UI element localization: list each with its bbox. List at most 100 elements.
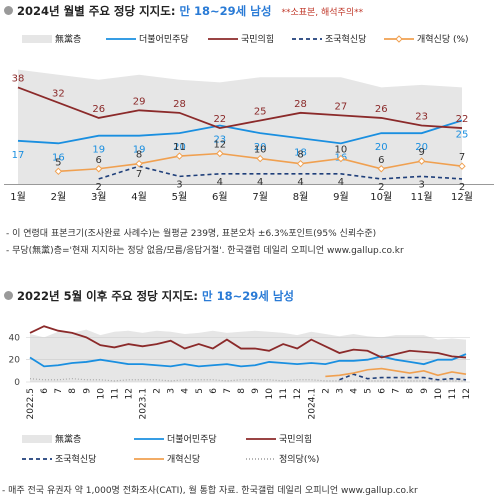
legend-swatch-icon (134, 457, 164, 460)
top-warning: **소표본, 해석주의** (281, 8, 364, 18)
data-label: 4 (217, 177, 223, 188)
x-tick-label: 10월 (370, 191, 392, 203)
x-tick-label: 10 (265, 388, 275, 400)
x-tick-label: 7월 (252, 191, 268, 203)
series-line-개혁신당 (325, 367, 467, 378)
series-line-더불어민주당 (17, 119, 463, 145)
data-label: 22 (456, 114, 469, 125)
bottom-chart-title: 2022년 5월 이후 주요 정당 지지도: 만 18~29세 남성 (4, 288, 294, 304)
legend-item: 조국혁신당 (22, 452, 96, 465)
data-label: 20 (173, 142, 186, 153)
legend-item: 개혁신당 (134, 452, 200, 465)
data-label: 23 (415, 112, 428, 123)
y-tick-label: 20 (9, 356, 21, 366)
legend-label: 조국혁신당 (325, 35, 367, 45)
data-label: 17 (12, 150, 25, 161)
x-tick-label: 4 (181, 388, 191, 394)
data-point (377, 165, 385, 173)
data-label: 10 (335, 145, 348, 156)
data-label: 32 (52, 89, 65, 100)
top-note-sample: - 이 연령대 표본크기(조사완료 사례수)는 월평균 239명, 표본오차 ±… (6, 229, 377, 239)
x-tick-label: 11 (279, 388, 289, 399)
data-label: 28 (294, 99, 307, 110)
x-tick-label: 12 (124, 388, 134, 399)
data-point (95, 165, 103, 173)
data-label: 7 (136, 169, 142, 180)
data-label: 16 (52, 152, 65, 163)
x-tick-label: 9월 (333, 191, 349, 203)
data-label: 3 (176, 179, 182, 190)
data-label: 6 (378, 155, 384, 166)
data-label: 2 (378, 182, 384, 193)
x-tick-label: 2023.1 (139, 388, 149, 420)
x-tick-label: 2022.5 (26, 388, 36, 420)
x-tick-label: 6 (40, 388, 50, 394)
x-tick-label: 6 (378, 388, 388, 394)
data-label: 6 (96, 155, 102, 166)
legend-item: 정의당(%) (246, 452, 319, 465)
data-label: 26 (92, 104, 105, 115)
data-label: 4 (297, 177, 303, 188)
legend-item: 조국혁신당 (292, 32, 366, 45)
legend-item: 無黨층 (22, 432, 81, 445)
data-label: 5 (55, 157, 61, 168)
legend-label: 정의당(%) (279, 455, 320, 465)
x-tick-label: 12월 (451, 191, 473, 203)
data-label: 29 (133, 96, 146, 107)
data-label: 27 (335, 101, 348, 112)
x-tick-label: 2월 (51, 191, 67, 203)
x-tick-label: 5월 (172, 191, 188, 203)
legend-swatch-icon (384, 34, 414, 43)
data-label: 2 (96, 182, 102, 193)
x-tick-label: 11월 (411, 191, 433, 203)
bottom-subtitle: 만 18~29세 남성 (202, 289, 295, 303)
legend-item: 개혁신당 (%) (384, 32, 469, 45)
legend-item: 無黨층 (22, 32, 81, 45)
legend-label: 조국혁신당 (55, 455, 97, 465)
data-label: 7 (459, 152, 465, 163)
data-label: 4 (338, 177, 344, 188)
series-line-조국혁신당 (339, 373, 467, 381)
legend-item: 국민의힘 (208, 32, 274, 45)
y-tick-label: 0 (14, 378, 20, 388)
x-tick-label: 9 (251, 388, 261, 394)
bottom-footer: - 매주 전국 유권자 약 1,000명 전화조사(CATI), 월 통합 자료… (2, 486, 418, 496)
data-label: 20 (415, 142, 428, 153)
legend-swatch-icon (106, 37, 136, 40)
data-point (458, 162, 466, 170)
bottom-legend: 無黨층 더불어민주당 국민의힘 조국혁신당 개혁신당 정의당(%) (22, 432, 492, 466)
data-point (256, 154, 264, 163)
x-tick-label: 2024.1 (307, 388, 317, 420)
x-tick-label: 12 (462, 388, 472, 399)
x-tick-label: 10 (96, 388, 106, 400)
series-line-정의당 (29, 378, 466, 382)
data-label: 19 (133, 145, 146, 156)
data-label: 8 (297, 150, 303, 161)
legend-label: 국민의힘 (241, 35, 275, 45)
legend-item: 더불어민주당 (106, 32, 189, 45)
x-tick-label: 4월 (131, 191, 147, 203)
x-tick-label: 9 (420, 388, 430, 394)
top-title-text: 2024년 월별 주요 정당 지지도: (17, 4, 176, 18)
legend-swatch-icon (292, 37, 322, 40)
data-label: 23 (213, 135, 226, 146)
legend-swatch-icon (134, 437, 164, 440)
data-label: 38 (12, 73, 25, 84)
top-chart-title: 2024년 월별 주요 정당 지지도: 만 18~29세 남성 **소표본, 해… (4, 3, 363, 19)
data-label: 22 (213, 114, 226, 125)
data-label: 25 (456, 129, 469, 140)
data-point (135, 159, 143, 168)
data-label: 28 (173, 99, 186, 110)
x-tick-label: 9 (82, 388, 92, 394)
x-tick-label: 5 (195, 388, 205, 394)
legend-label: 無黨층 (55, 35, 82, 45)
x-tick-label: 11 (448, 388, 458, 399)
legend-label: 개혁신당 (167, 455, 201, 465)
legend-item: 더불어민주당 (134, 432, 217, 445)
data-label: 18 (294, 147, 307, 158)
legend-swatch-icon (246, 457, 276, 460)
y-tick-label: 40 (9, 333, 21, 343)
x-tick-label: 8월 (293, 191, 309, 203)
data-label: 3 (418, 179, 424, 190)
nonpartisan-area (30, 329, 466, 382)
